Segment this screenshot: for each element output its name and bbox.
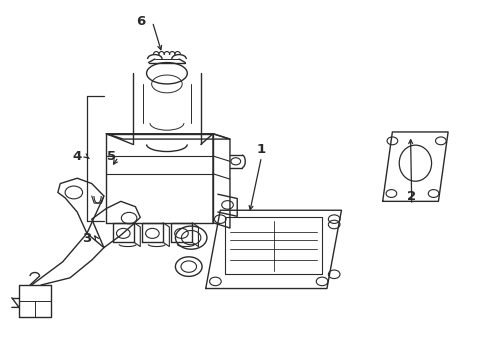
Text: 2: 2 [407, 189, 415, 203]
Text: 6: 6 [135, 15, 144, 28]
Text: 5: 5 [106, 150, 116, 163]
Text: 3: 3 [82, 232, 91, 245]
Text: 1: 1 [256, 143, 265, 156]
Text: 4: 4 [72, 150, 81, 163]
